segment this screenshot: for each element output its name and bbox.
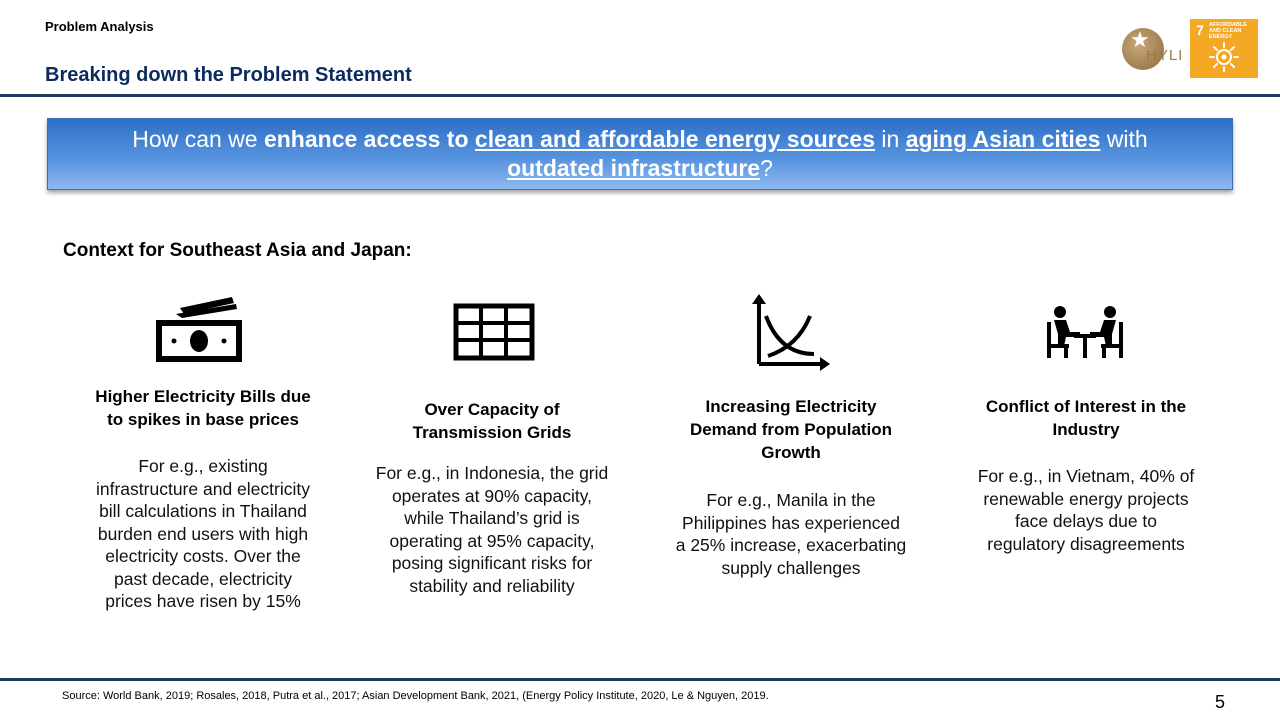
column-body: For e.g., existing infrastructure and el…	[62, 455, 344, 613]
body-line: while Thailand’s grid is	[404, 508, 580, 528]
question-text-2: enhance access to	[263, 126, 475, 152]
header-divider	[0, 94, 1280, 97]
footer-divider	[0, 678, 1280, 681]
sdg-number: 7	[1196, 22, 1204, 38]
body-line: face delays due to	[1014, 511, 1158, 531]
heading-line: Increasing Electricity	[705, 397, 877, 416]
body-line: past decade, electricity	[113, 568, 292, 589]
body-line: operating at 95% capacity,	[389, 530, 595, 551]
heading-line: Demand from Population	[689, 420, 893, 439]
question-highlight-2: aging Asian cities	[905, 126, 1101, 152]
context-column-grids: Over Capacity of Transmission Grids For …	[350, 398, 634, 597]
context-heading: Context for Southeast Asia and Japan:	[63, 240, 412, 261]
question-mark: ?	[760, 155, 773, 181]
logo-emblem	[1122, 28, 1164, 70]
question-highlight-1: clean and affordable energy sources	[474, 126, 876, 152]
column-body: For e.g., in Indonesia, the grid operate…	[350, 462, 634, 597]
hyli-logo: ★ HYLI	[1120, 25, 1190, 75]
sdg-badge: 7 AFFORDABLE AND CLEAN ENERGY	[1190, 19, 1258, 78]
question-text-4: with	[1100, 126, 1148, 152]
money-icon	[156, 297, 242, 362]
question-text-1: How can we	[132, 126, 264, 152]
heading-line: Conflict of Interest in the	[985, 397, 1187, 416]
heading-line: Over Capacity of	[424, 400, 560, 419]
question-text-3: in	[875, 126, 906, 152]
column-heading: Higher Electricity Bills due to spikes i…	[62, 385, 344, 431]
column-heading: Over Capacity of Transmission Grids	[350, 398, 634, 444]
body-line: posing significant risks for	[391, 553, 593, 573]
body-line: stability and reliability	[409, 575, 575, 596]
context-column-demand: Increasing Electricity Demand from Popul…	[648, 395, 934, 579]
heading-line: Transmission Grids	[412, 423, 572, 442]
body-line: prices have risen by 15%	[105, 591, 301, 611]
body-line: For e.g., existing	[138, 456, 268, 476]
source-citation: Source: World Bank, 2019; Rosales, 2018,…	[62, 690, 769, 702]
grid-icon	[453, 303, 535, 361]
body-line: For e.g., in Vietnam, 40% of	[977, 466, 1195, 486]
section-label: Problem Analysis	[45, 19, 154, 34]
sun-icon	[1209, 42, 1239, 72]
problem-statement-box: How can we enhance access to clean and a…	[47, 118, 1233, 190]
body-line: infrastructure and electricity	[96, 478, 310, 499]
body-line: For e.g., in Indonesia, the grid	[375, 463, 609, 483]
negotiation-icon	[1047, 306, 1123, 358]
body-line: bill calculations in Thailand	[99, 501, 307, 521]
heading-line: Higher Electricity Bills due	[95, 387, 311, 406]
page-number: 5	[1215, 692, 1226, 712]
context-column-bills: Higher Electricity Bills due to spikes i…	[62, 385, 344, 613]
body-line: burden end users with high	[97, 523, 309, 544]
slide-title: Breaking down the Problem Statement	[45, 64, 412, 86]
column-heading: Conflict of Interest in the Industry	[944, 395, 1228, 441]
column-body: For e.g., Manila in the Philippines has …	[648, 489, 934, 579]
column-heading: Increasing Electricity Demand from Popul…	[648, 395, 934, 464]
heading-line: Growth	[761, 443, 821, 462]
star-icon: ★	[1130, 27, 1150, 52]
body-line: a 25% increase, exacerbating	[675, 535, 907, 555]
body-line: Philippines has experienced	[682, 512, 900, 533]
body-line: For e.g., Manila in the	[706, 490, 876, 510]
body-line: supply challenges	[721, 557, 861, 578]
demand-curve-icon	[752, 294, 830, 371]
body-line: regulatory disagreements	[987, 533, 1185, 554]
body-line: electricity costs. Over the	[105, 546, 301, 566]
column-body: For e.g., in Vietnam, 40% of renewable e…	[944, 465, 1228, 555]
sdg-label: AFFORDABLE AND CLEAN ENERGY	[1209, 22, 1247, 40]
body-line: operates at 90% capacity,	[391, 485, 593, 506]
question-highlight-3: outdated infrastructure	[507, 155, 761, 181]
heading-line: to spikes in base prices	[107, 410, 299, 429]
context-column-conflict: Conflict of Interest in the Industry For…	[944, 395, 1228, 555]
heading-line: Industry	[1052, 420, 1120, 439]
body-line: renewable energy projects	[983, 488, 1189, 509]
logo-text: HYLI	[1146, 47, 1184, 64]
